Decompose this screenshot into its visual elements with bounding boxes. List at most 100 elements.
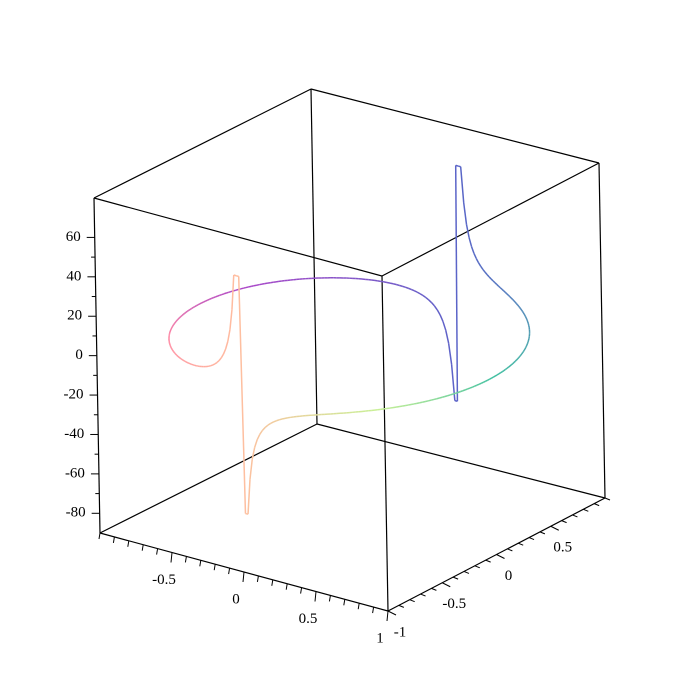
curve-segment <box>480 381 484 384</box>
x-tick <box>156 548 159 555</box>
y-tick <box>420 593 426 597</box>
curve-segment <box>499 287 503 290</box>
curve-segment <box>470 246 475 254</box>
curve-segment <box>171 325 174 328</box>
y-tick <box>387 610 397 616</box>
curve-segment <box>171 326 173 329</box>
curve-segment <box>454 399 458 402</box>
curve-segment <box>218 357 222 361</box>
space-curve <box>168 164 531 515</box>
curve-segment <box>240 287 244 290</box>
curve-segment <box>475 258 480 264</box>
x-tick-label: 0.5 <box>299 611 318 627</box>
x-tick <box>127 540 130 547</box>
curve-segment <box>462 389 466 392</box>
curve-segment <box>264 424 269 429</box>
y-tick <box>496 554 505 559</box>
y-tick <box>485 559 491 563</box>
box-edge-vertical <box>381 275 389 612</box>
curve-segment <box>208 297 212 301</box>
x-tick <box>256 575 259 582</box>
curve-segment <box>189 307 193 311</box>
curve-segment <box>524 347 527 350</box>
x-tick <box>328 595 331 602</box>
curve-segment <box>524 316 527 319</box>
curve-segment <box>410 403 415 406</box>
curve-segment <box>177 317 180 321</box>
axis-ticks <box>86 236 611 622</box>
box-edge-top <box>93 88 312 199</box>
y-tick <box>593 503 600 507</box>
y-tick <box>604 497 611 501</box>
curve-segment <box>192 305 196 309</box>
curve-segment <box>178 316 181 319</box>
curve-segment <box>460 390 464 393</box>
z-tick-label: 40 <box>66 268 81 284</box>
curve-segment <box>196 304 199 307</box>
x-tick <box>199 560 202 567</box>
curve-segment <box>512 361 515 365</box>
curve-segment <box>503 368 506 372</box>
y-tick-label: 0 <box>505 568 513 584</box>
curve-segment <box>233 289 237 292</box>
curve-segment <box>217 294 220 297</box>
curve-segment <box>184 311 187 314</box>
curve-segment <box>404 404 409 407</box>
curve-segment <box>524 315 527 318</box>
x-tick <box>242 571 245 583</box>
y-tick <box>528 537 535 541</box>
curve-segment <box>413 402 418 405</box>
curve-segment <box>389 282 394 285</box>
x-tick <box>98 532 101 540</box>
curve-segment <box>220 353 225 359</box>
curve-segment <box>273 420 277 423</box>
curve-segment <box>221 293 225 296</box>
curve-segment <box>501 369 505 373</box>
curve-segment <box>392 283 397 286</box>
curve-segment <box>482 268 486 273</box>
curve-segment <box>410 288 415 292</box>
curve-segment <box>182 359 185 362</box>
curve-segment <box>172 324 175 327</box>
curve-segment <box>251 447 256 460</box>
curve-segment <box>517 357 520 360</box>
x-tick-label: 0 <box>232 591 240 607</box>
curve-segment <box>447 343 453 365</box>
box-edge-bottom <box>316 423 606 499</box>
curve-segment <box>520 308 523 311</box>
curve-segment <box>256 433 261 440</box>
x-tick <box>386 610 389 622</box>
curve-segment <box>422 400 426 403</box>
curve-segment <box>490 278 494 282</box>
curve-segment <box>445 330 450 344</box>
curve-segment <box>278 418 283 421</box>
curve-segment <box>186 309 190 313</box>
curve-segment <box>516 304 520 307</box>
curve-segment <box>523 313 526 316</box>
curve-segment <box>496 283 500 287</box>
x-tick <box>372 607 375 614</box>
curve-segment <box>203 300 206 303</box>
curve-segment <box>444 395 448 398</box>
curve-segment <box>425 296 430 301</box>
curve-segment <box>519 354 522 357</box>
curve-segment <box>181 358 184 361</box>
curve-segment <box>214 361 218 365</box>
curve-segment <box>215 295 218 298</box>
box-edge-top <box>381 162 600 277</box>
curve-segment <box>477 262 482 267</box>
curve-segment <box>210 364 214 367</box>
curve-segment <box>172 323 175 326</box>
curve-segment <box>399 284 403 287</box>
y-tick-label: 0.5 <box>553 540 572 556</box>
curve-segment <box>191 363 194 366</box>
curve-segment <box>524 346 527 349</box>
curve-segment <box>442 395 446 398</box>
curve-segment <box>498 372 501 375</box>
curve-segment <box>478 382 482 385</box>
curve-segment <box>243 286 247 289</box>
box-edge-vertical <box>598 162 606 499</box>
curve-segment <box>452 392 456 395</box>
curve-segment <box>261 426 266 431</box>
curve-segment <box>224 341 229 350</box>
